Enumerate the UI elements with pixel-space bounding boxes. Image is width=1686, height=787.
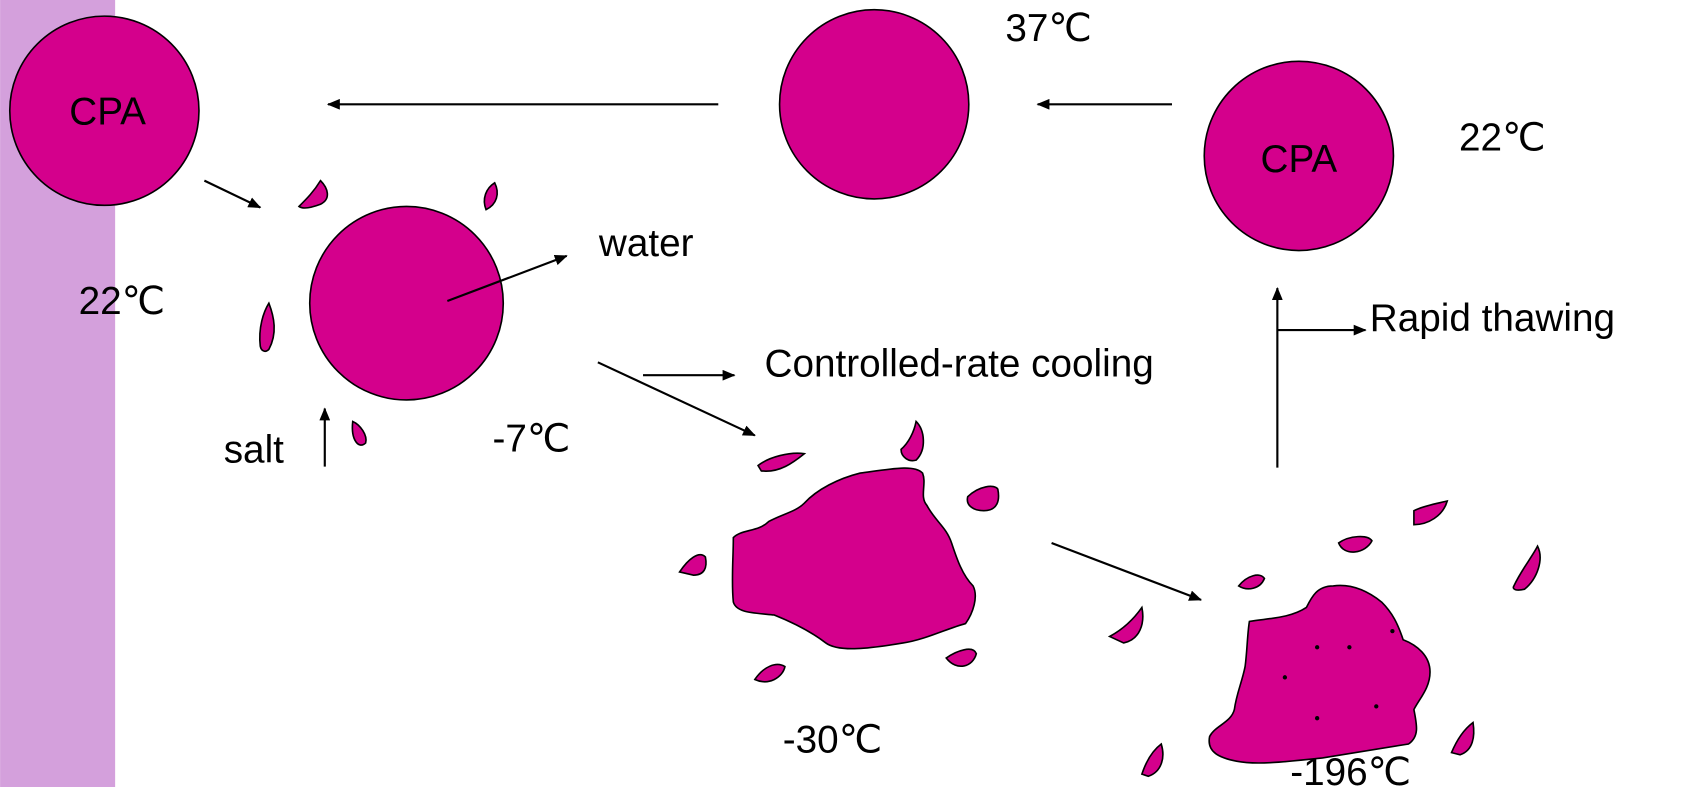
diagram: CPA CPA 37℃ 22℃ 22℃ -7℃ -30℃ -196℃ water… <box>0 0 1686 787</box>
ice-crystal <box>1110 607 1143 642</box>
vitrified-cell <box>1209 585 1430 763</box>
temperature: -196℃ <box>1290 751 1411 787</box>
ice-crystal <box>901 421 923 460</box>
temperature: 37℃ <box>1005 7 1091 50</box>
ice-crystal <box>1142 744 1163 776</box>
annotation: water <box>598 222 694 265</box>
cell-thawed <box>780 10 969 199</box>
ice-crystal <box>680 555 706 575</box>
ice-crystal <box>1339 537 1372 552</box>
annotation: Controlled-rate cooling <box>765 342 1154 385</box>
ice-crystal <box>1414 501 1447 525</box>
ice-crystal <box>484 183 497 210</box>
temperature: -7℃ <box>493 418 571 461</box>
ice-crystal <box>758 453 804 471</box>
cell-shrinking <box>310 206 504 400</box>
ice-crystal <box>260 303 274 351</box>
ice-crystal <box>1239 575 1265 589</box>
frozen-cell <box>732 468 975 649</box>
temperature: 22℃ <box>1459 117 1545 160</box>
ice-crystal <box>1513 546 1540 590</box>
cell-label: CPA <box>1261 138 1338 181</box>
cell-label: CPA <box>69 91 146 134</box>
ice-crystal <box>1452 722 1474 754</box>
ice-crystal <box>352 421 366 445</box>
temperature: -30℃ <box>783 719 882 762</box>
annotation: Rapid thawing <box>1370 297 1615 340</box>
ice-crystal <box>299 181 327 208</box>
annotation: salt <box>224 428 284 471</box>
ice-crystal <box>967 486 998 510</box>
temperature: 22℃ <box>79 280 165 323</box>
ice-crystal <box>946 649 976 666</box>
ice-crystal <box>755 665 785 682</box>
